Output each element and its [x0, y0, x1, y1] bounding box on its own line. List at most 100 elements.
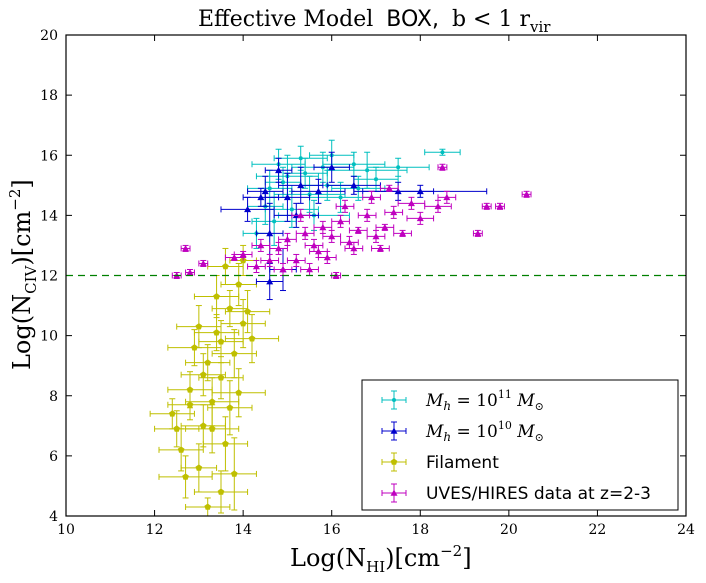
legend-legend-unit_sub: ⊙	[535, 431, 544, 444]
data-marker	[314, 247, 322, 255]
data-marker	[368, 193, 376, 201]
data-marker	[200, 422, 207, 429]
data-marker	[252, 262, 260, 270]
data-marker	[363, 211, 371, 219]
y-tick-label: 12	[40, 269, 58, 285]
data-marker	[474, 229, 482, 237]
data-marker	[306, 265, 314, 273]
data-marker	[272, 219, 277, 224]
legend-label: Filament	[426, 453, 499, 473]
x-tick-label: 24	[677, 522, 695, 538]
data-marker	[319, 223, 327, 231]
data-marker	[396, 165, 401, 170]
y-tick-label: 10	[40, 329, 58, 345]
data-marker	[345, 238, 353, 246]
legend-label: Mh = 1010 M⊙	[425, 419, 544, 444]
data-marker	[301, 229, 309, 237]
x-axis-label-end: ]	[462, 544, 471, 572]
data-marker	[314, 187, 322, 195]
y-axis-label-sup: −2	[6, 189, 24, 211]
data-marker	[356, 186, 361, 191]
series-1	[220, 151, 488, 301]
y-axis-label: Log(NCIV)[cm−2]	[6, 179, 40, 370]
y-tick-label: 6	[49, 449, 58, 465]
data-marker	[182, 473, 189, 480]
data-marker	[186, 401, 194, 408]
legend-marker	[390, 427, 398, 434]
data-marker	[244, 205, 252, 213]
data-marker	[365, 168, 370, 173]
data-marker	[239, 320, 247, 327]
data-marker	[385, 184, 393, 192]
data-marker	[281, 180, 285, 185]
x-axis-label-main: Log(N	[290, 544, 366, 572]
plot-area: 10 12 14 16 18 20 22 24 4 6 8 10 12 14 16 18 20	[40, 28, 695, 538]
data-marker	[407, 199, 415, 207]
y-tick-label: 16	[40, 148, 58, 164]
data-point	[481, 202, 492, 210]
x-tick-label: 20	[500, 522, 518, 538]
y-tick-label: 4	[49, 509, 58, 525]
y-tick-label: 8	[49, 389, 58, 405]
data-marker	[266, 229, 274, 237]
data-marker	[328, 232, 336, 240]
data-marker	[292, 256, 300, 264]
y-tick-label: 14	[40, 208, 58, 224]
legend-legend-sup: 11	[498, 388, 512, 401]
x-tick-label: 16	[323, 522, 341, 538]
data-marker	[169, 410, 176, 417]
legend-marker	[390, 489, 398, 496]
data-marker	[399, 229, 407, 237]
legend-legend-unit: M	[512, 422, 535, 442]
legend: Mh = 1011 M⊙Mh = 1010 M⊙FilamentUVES/HIR…	[361, 379, 679, 511]
legend-legend-sub: h	[443, 430, 451, 444]
data-marker	[226, 404, 234, 411]
legend-legend-unit: M	[512, 391, 535, 411]
x-tick-label: 10	[57, 522, 75, 538]
data-marker	[182, 244, 190, 252]
data-marker	[244, 308, 251, 315]
legend-legend-sub: h	[443, 399, 451, 413]
y-tick-label: 20	[40, 28, 58, 44]
data-marker	[440, 150, 445, 155]
data-marker	[438, 163, 446, 171]
x-tick-label: 12	[146, 522, 164, 538]
data-marker	[328, 163, 336, 171]
data-marker	[283, 235, 291, 243]
data-marker	[416, 187, 424, 195]
x-tick-label: 14	[234, 522, 252, 538]
data-marker	[213, 329, 220, 336]
data-marker	[376, 244, 384, 252]
legend-legend-label: M	[425, 391, 444, 411]
plot-frame	[65, 34, 687, 517]
series-0	[242, 139, 461, 249]
data-marker	[173, 425, 180, 432]
data-marker	[381, 223, 389, 231]
data-marker	[204, 359, 211, 366]
data-marker	[289, 207, 294, 212]
series-3	[171, 163, 532, 280]
data-marker	[213, 293, 220, 300]
legend-marker	[390, 458, 398, 465]
x-axis-label: Log(NHI)[cm−2]	[290, 542, 472, 576]
data-marker	[222, 263, 229, 270]
data-marker	[231, 470, 238, 477]
data-marker	[275, 166, 283, 174]
data-marker	[297, 181, 305, 189]
y-axis-label-end: ]	[8, 179, 36, 188]
data-marker	[372, 232, 380, 240]
data-marker	[191, 344, 198, 351]
data-marker	[307, 192, 312, 197]
y-tick-label: 18	[40, 88, 58, 104]
data-marker	[217, 374, 225, 381]
data-marker	[310, 241, 318, 249]
data-marker	[208, 425, 216, 432]
plot-marks	[149, 139, 532, 516]
data-marker	[235, 389, 242, 396]
legend-marker	[392, 398, 396, 402]
data-marker	[283, 193, 291, 201]
data-marker	[222, 440, 229, 447]
data-marker	[279, 265, 287, 273]
data-marker	[297, 211, 305, 219]
